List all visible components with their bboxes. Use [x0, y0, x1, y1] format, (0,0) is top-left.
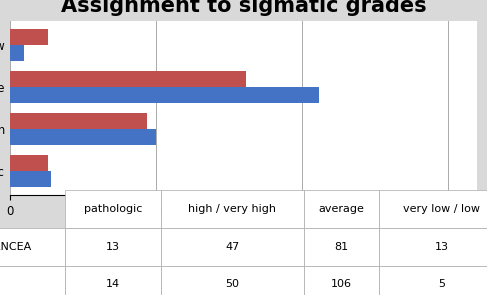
- Bar: [10, 129, 156, 145]
- Bar: [10, 155, 48, 171]
- Bar: [10, 113, 147, 129]
- Bar: [10, 45, 24, 60]
- Bar: [10, 71, 246, 87]
- Bar: [10, 171, 51, 187]
- Title: Assignment to sigmatic grades: Assignment to sigmatic grades: [61, 0, 426, 16]
- Bar: [10, 29, 48, 45]
- Bar: [10, 87, 319, 103]
